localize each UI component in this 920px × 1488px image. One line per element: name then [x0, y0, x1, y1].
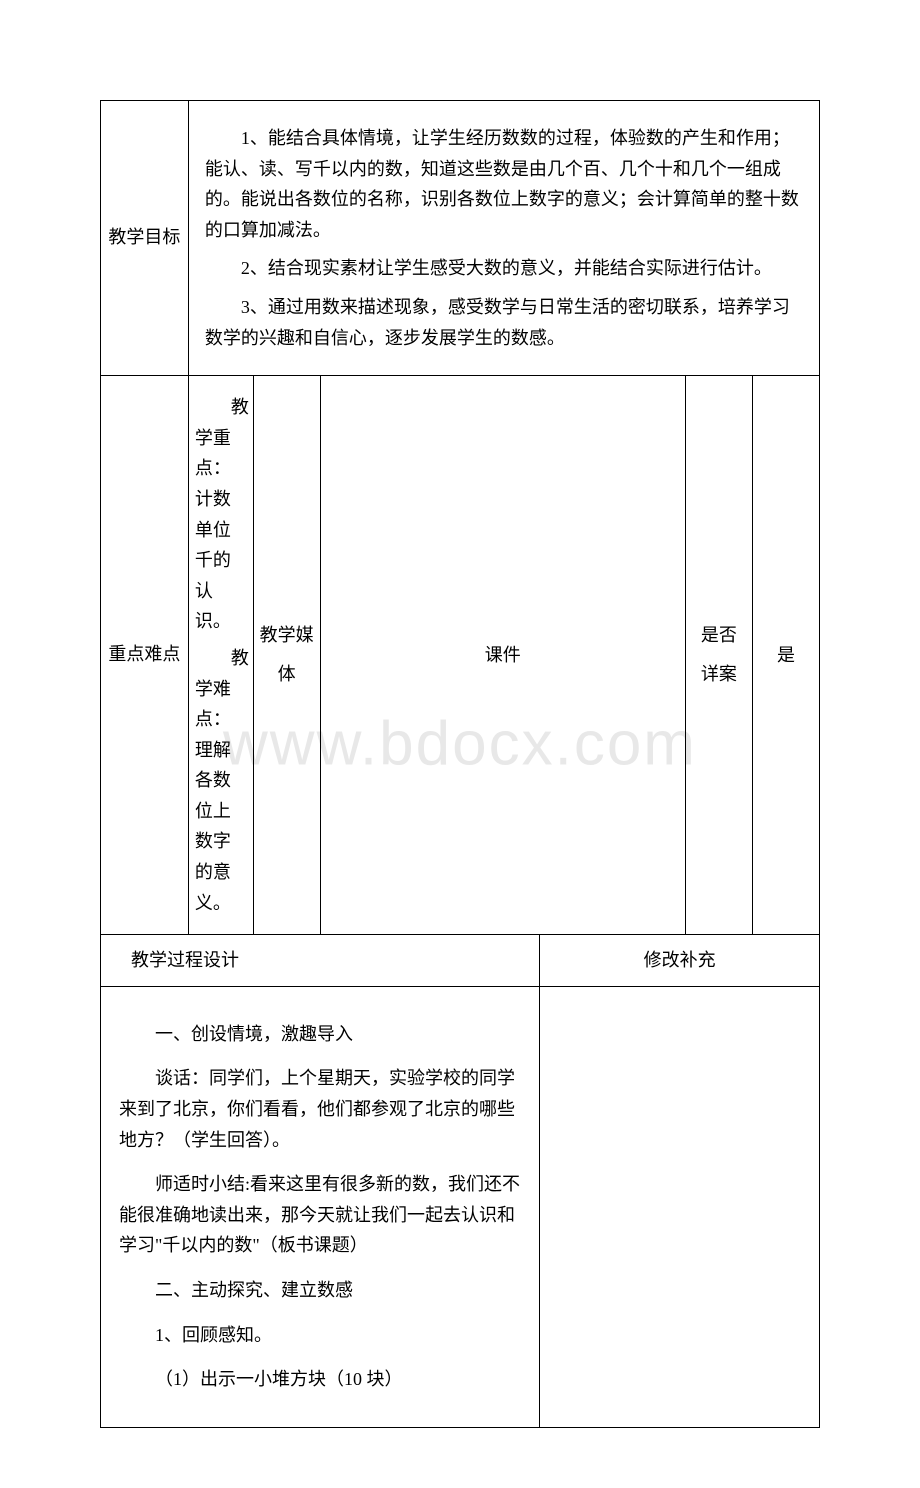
label-key-points: 重点难点 [101, 376, 189, 935]
label-detailed-plan-text: 是否详案 [701, 625, 737, 685]
goal-3: 3、通过用数来描述现象，感受数学与日常生活的密切联系，培养学习数学的兴趣和自信心… [205, 292, 803, 353]
header-process-design: 教学过程设计 [101, 935, 540, 987]
body-p5: 1、回顾感知。 [119, 1320, 521, 1351]
row-section-headers: 教学过程设计 修改补充 [101, 935, 820, 987]
plan-value-text: 是 [777, 645, 795, 665]
header-process-design-text: 教学过程设计 [131, 950, 239, 970]
value-detailed-plan: 是 [752, 376, 819, 935]
body-p1: 一、创设情境，激趣导入 [119, 1019, 521, 1050]
header-revision: 修改补充 [540, 935, 820, 987]
content-revision-empty [540, 986, 820, 1427]
kp-seg2-rest: 学难点：理解各数位上数字的意义。 [195, 679, 231, 913]
content-process-body: 一、创设情境，激趣导入 谈话：同学们，上个星期天，实验学校的同学来到了北京，你们… [101, 986, 540, 1427]
content-teaching-goals: 1、能结合具体情境，让学生经历数数的过程，体验数的产生和作用；能认、读、写千以内… [188, 101, 819, 376]
row-body: 一、创设情境，激趣导入 谈话：同学们，上个星期天，实验学校的同学来到了北京，你们… [101, 986, 820, 1427]
row-teaching-goals: 教学目标 1、能结合具体情境，让学生经历数数的过程，体验数的产生和作用；能认、读… [101, 101, 820, 376]
goal-2: 2、结合现实素材让学生感受大数的意义，并能结合实际进行估计。 [205, 253, 803, 284]
body-p3: 师适时小结:看来这里有很多新的数，我们还不能很准确地读出来，那今天就让我们一起去… [119, 1169, 521, 1261]
body-p6: （1）出示一小堆方块（10 块） [119, 1364, 521, 1395]
row-key-points: 重点难点 教学重点：计数单位千的认识。 教学难点：理解各数位上数字的意义。 教学… [101, 376, 820, 935]
label-detailed-plan: 是否详案 [685, 376, 752, 935]
label-key-points-text: 重点难点 [108, 644, 180, 664]
label-teaching-media: 教学媒体 [253, 376, 320, 935]
label-teaching-goals: 教学目标 [101, 101, 189, 376]
goal-1: 1、能结合具体情境，让学生经历数数的过程，体验数的产生和作用；能认、读、写千以内… [205, 123, 803, 245]
body-p2: 谈话：同学们，上个星期天，实验学校的同学来到了北京，你们看看，他们都参观了北京的… [119, 1063, 521, 1155]
label-teaching-media-text: 教学媒体 [260, 625, 314, 685]
kp-seg1-indent: 教 [231, 397, 249, 417]
document-table: 教学目标 1、能结合具体情境，让学生经历数数的过程，体验数的产生和作用；能认、读… [100, 100, 820, 1428]
media-value-text: 课件 [485, 645, 521, 665]
kp-seg1-rest: 学重点：计数单位千的认识。 [195, 428, 231, 632]
label-teaching-goals-text: 教学目标 [108, 227, 180, 247]
header-revision-text: 修改补充 [644, 950, 716, 970]
content-key-points: 教学重点：计数单位千的认识。 教学难点：理解各数位上数字的意义。 [188, 376, 253, 935]
body-p4: 二、主动探究、建立数感 [119, 1275, 521, 1306]
kp-seg2-indent: 教 [231, 648, 249, 668]
value-teaching-media: 课件 [320, 376, 685, 935]
